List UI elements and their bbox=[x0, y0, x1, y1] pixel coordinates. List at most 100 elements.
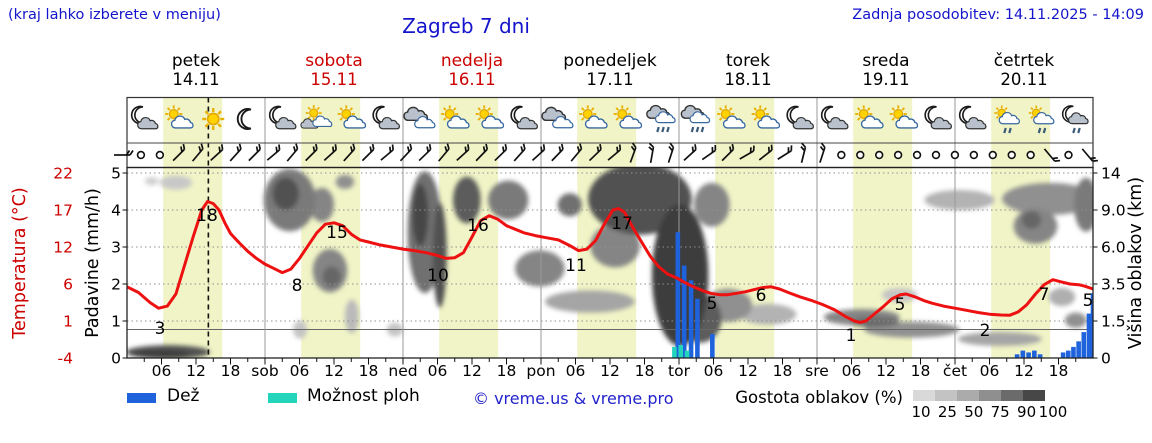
rain-bars bbox=[672, 232, 1093, 358]
day-header-četrtek: četrtek 20.11 bbox=[994, 51, 1054, 90]
weather-icon-moon-cloud bbox=[510, 105, 538, 130]
day-name: nedelja bbox=[440, 51, 504, 71]
weather-icon-sun-cloud bbox=[441, 105, 470, 129]
weather-icon-sun-cloud bbox=[613, 105, 643, 129]
location-hint: (kraj lahko izberete v meniju) bbox=[8, 7, 221, 23]
day-date: 17.11 bbox=[586, 70, 634, 90]
temp-value-label: 17 bbox=[611, 214, 633, 234]
x-tick-label: 06 bbox=[704, 362, 724, 380]
last-update-text: Zadnja posodobitev: 14.11.2025 - 14:09 bbox=[852, 7, 1144, 23]
weather-icon-moon-cloud bbox=[268, 105, 297, 130]
x-tick-label: 12 bbox=[324, 362, 344, 380]
weather-icon-clouds bbox=[403, 106, 436, 129]
x-tick-label: sob bbox=[251, 362, 278, 380]
weather-icon-moon-cloud bbox=[786, 105, 814, 130]
weather-icon-cloud-rain bbox=[646, 104, 676, 133]
x-tick-label: 18 bbox=[221, 362, 241, 380]
temp-value-label: 5 bbox=[707, 294, 718, 314]
daylight-band bbox=[439, 97, 499, 358]
precip-tick-label: 0 bbox=[111, 350, 121, 368]
precip-axis-title: Padavine (mm/h) bbox=[83, 188, 103, 338]
temp-tick-label: 12 bbox=[53, 239, 73, 257]
cloud-height-tick-label: 9.0 bbox=[1101, 202, 1126, 220]
temp-tick-label: 17 bbox=[53, 202, 73, 220]
x-tick-label: 06 bbox=[842, 362, 862, 380]
temp-tick-label: 22 bbox=[53, 165, 73, 183]
weather-icon-moon-cloud bbox=[820, 105, 849, 130]
density-scale-label: 100 bbox=[1038, 403, 1068, 421]
weather-icon-sun-cloud bbox=[889, 105, 919, 129]
temp-value-label: 2 bbox=[980, 321, 991, 341]
temp-tick-label: -4 bbox=[58, 350, 73, 368]
day-name: petek bbox=[171, 51, 221, 71]
day-header-torek: torek 18.11 bbox=[724, 51, 771, 90]
x-tick-label: pon bbox=[526, 362, 555, 380]
precip-tick-label: 3 bbox=[111, 239, 121, 257]
x-tick-label: 06 bbox=[980, 362, 1000, 380]
x-tick-label: ned bbox=[388, 362, 417, 380]
day-header-petek: petek 14.11 bbox=[171, 51, 221, 90]
weather-icon-moon-cloud bbox=[924, 105, 952, 130]
weather-icon-sun bbox=[202, 108, 225, 130]
x-tick-label: 06 bbox=[290, 362, 310, 380]
precip-tick-label: 1 bbox=[111, 313, 121, 331]
temp-value-label: 11 bbox=[565, 256, 587, 276]
x-tick-label: 18 bbox=[635, 362, 655, 380]
x-tick-label: tor bbox=[668, 362, 691, 380]
weather-icon-moon-cloud bbox=[130, 105, 159, 130]
x-tick-label: 18 bbox=[359, 362, 379, 380]
precip-tick-label: 5 bbox=[111, 165, 121, 183]
x-tick-label: 12 bbox=[600, 362, 620, 380]
density-scale-box bbox=[1001, 390, 1023, 401]
weather-icon-moon-cloud bbox=[372, 105, 400, 130]
temp-value-label: 16 bbox=[467, 216, 489, 236]
page-title: Zagreb 7 dni bbox=[402, 14, 530, 38]
weather-icon-sun-cloud-rain bbox=[994, 105, 1020, 134]
density-scale-box bbox=[935, 390, 957, 401]
copyright-link[interactable]: © vreme.us & vreme.pro bbox=[473, 389, 674, 408]
x-tick-label: 06 bbox=[566, 362, 586, 380]
weather-icon-moon bbox=[236, 108, 252, 130]
density-scale-box bbox=[979, 390, 1001, 401]
day-name: sobota bbox=[305, 51, 363, 71]
weather-icon-sun-cloud bbox=[717, 105, 746, 129]
cloud-height-tick-label: 6.0 bbox=[1101, 239, 1126, 257]
weather-icon-moon-cloud-rain bbox=[1061, 105, 1089, 134]
weather-icon-moon-cloud bbox=[958, 105, 987, 130]
rain-swatch bbox=[127, 393, 156, 403]
density-scale-box bbox=[957, 390, 979, 401]
cloud-height-tick-label: 1.5 bbox=[1101, 313, 1126, 331]
weather-icon-sun-clouds bbox=[300, 105, 333, 129]
day-name: ponedeljek bbox=[563, 51, 657, 71]
density-scale-box bbox=[913, 390, 935, 401]
temp-value-label: 5 bbox=[1083, 291, 1094, 311]
day-header-ponedeljek: ponedeljek 17.11 bbox=[563, 51, 657, 90]
x-tick-label: 12 bbox=[876, 362, 896, 380]
day-date: 20.11 bbox=[1000, 70, 1048, 90]
x-tick-label: 18 bbox=[773, 362, 793, 380]
day-date: 14.11 bbox=[172, 70, 220, 90]
temp-value-label: 18 bbox=[196, 206, 218, 226]
weather-icon-sun-cloud bbox=[855, 105, 884, 129]
density-scale-box bbox=[1023, 390, 1045, 401]
day-name: torek bbox=[726, 51, 770, 71]
weather-icon-cloud-rain bbox=[680, 104, 711, 133]
x-tick-label: 18 bbox=[497, 362, 517, 380]
day-header-sreda: sreda 19.11 bbox=[862, 51, 909, 90]
weather-icon-clouds bbox=[541, 106, 574, 129]
temp-value-label: 8 bbox=[292, 276, 303, 296]
cloud-height-tick-label: 0 bbox=[1101, 350, 1111, 368]
temperature-axis-title: Temperatura (°C) bbox=[10, 187, 30, 339]
day-date: 16.11 bbox=[448, 70, 496, 90]
x-tick-label: 12 bbox=[186, 362, 206, 380]
x-tick-label: 06 bbox=[152, 362, 172, 380]
x-tick-label: čet bbox=[943, 362, 967, 380]
weather-icon-sun-cloud bbox=[165, 105, 194, 129]
precip-tick-label: 2 bbox=[111, 276, 121, 294]
weather-icon-sun-cloud-rain bbox=[1028, 105, 1055, 134]
weather-icon-sun-cloud bbox=[579, 105, 608, 129]
day-date: 15.11 bbox=[310, 70, 358, 90]
temp-value-label: 7 bbox=[1039, 285, 1050, 305]
